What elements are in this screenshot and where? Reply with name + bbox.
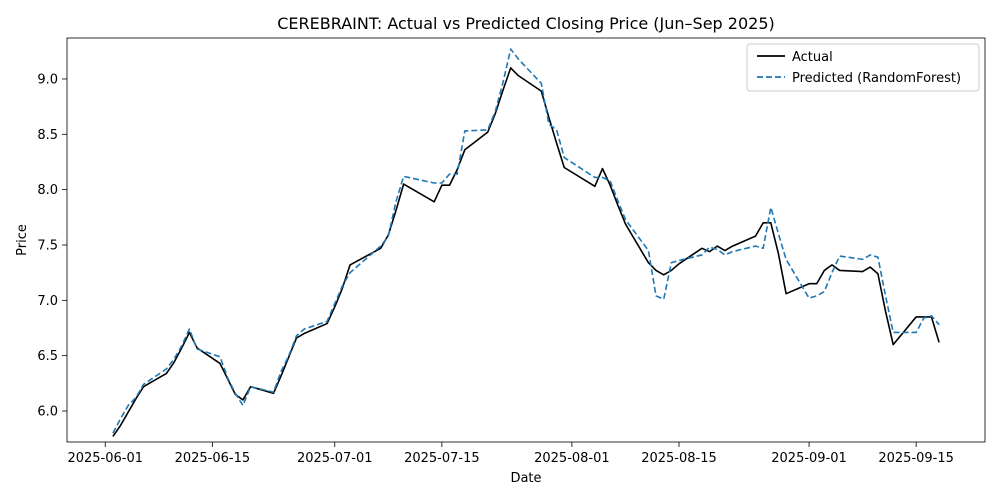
x-tick-label-2025-06-01: 2025-06-01	[67, 451, 143, 466]
x-tick-label-2025-09-01: 2025-09-01	[771, 451, 847, 466]
series-line-predicted-randomforest	[112, 48, 940, 434]
y-tick-label-7-0: 7.0	[37, 294, 58, 309]
y-axis: 6.0 6.5 7.0 7.5 8.0 8.5 9.0	[37, 72, 67, 420]
y-tick-label-9-0: 9.0	[37, 72, 58, 87]
legend: Actual Predicted (RandomForest)	[746, 43, 980, 92]
y-tick-label-6-5: 6.5	[37, 349, 58, 364]
y-tick-label-8-5: 8.5	[37, 128, 58, 143]
y-tick-label-6-0: 6.0	[37, 405, 58, 420]
y-axis-label: Price	[15, 224, 30, 256]
legend-box	[746, 43, 980, 92]
x-tick-label-2025-09-15: 2025-09-15	[878, 451, 954, 466]
x-tick-label-2025-07-15: 2025-07-15	[404, 451, 480, 466]
legend-label-actual: Actual	[792, 50, 833, 65]
x-tick-label-2025-07-01: 2025-07-01	[297, 451, 373, 466]
x-axis: 2025-06-01 2025-06-15 2025-07-01 2025-07-15…	[67, 442, 954, 466]
series-line-actual	[112, 67, 940, 437]
x-tick-label-2025-06-15: 2025-06-15	[175, 451, 251, 466]
y-tick-label-7-5: 7.5	[37, 238, 58, 253]
x-axis-label: Date	[510, 471, 541, 486]
chart-title: CEREBRAINT: Actual vs Predicted Closing …	[277, 14, 775, 33]
legend-label-predicted: Predicted (RandomForest)	[792, 71, 961, 86]
x-tick-label-2025-08-15: 2025-08-15	[641, 451, 717, 466]
x-tick-label-2025-08-01: 2025-08-01	[534, 451, 610, 466]
series-layer	[112, 48, 940, 437]
y-tick-label-8-0: 8.0	[37, 183, 58, 198]
plot-area-frame	[66, 37, 986, 443]
